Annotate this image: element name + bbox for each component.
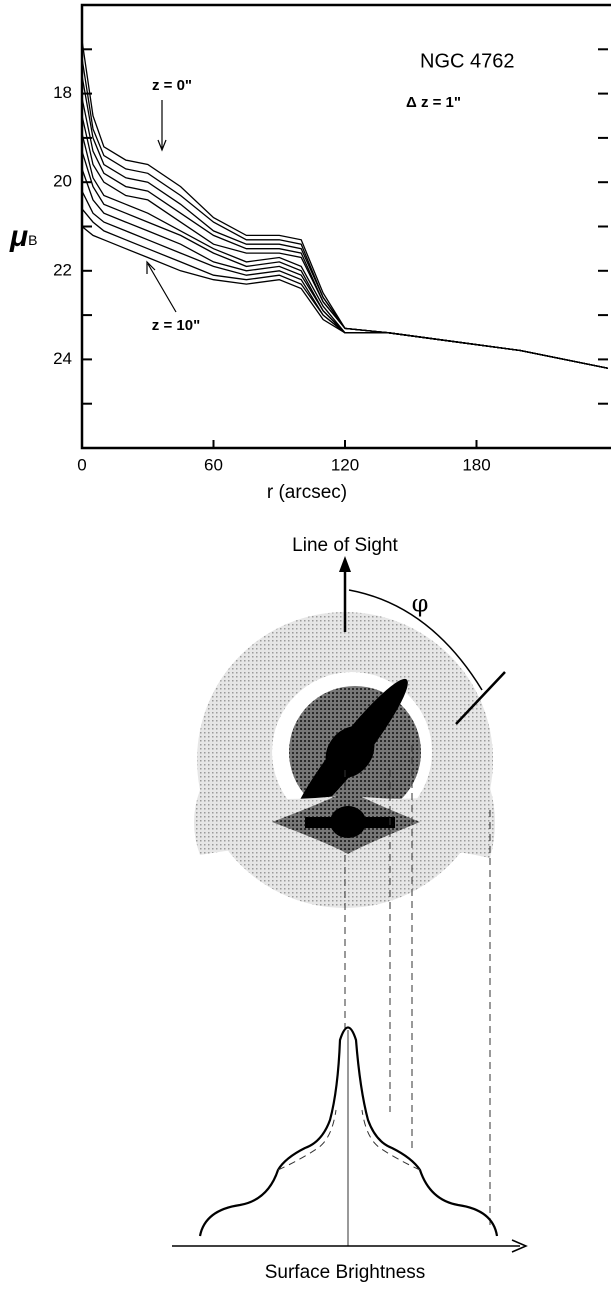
chart: 18 20 22 24 0 60 120 180 r (arcsec) μB NGC 4762 Δ z… <box>9 3 611 503</box>
line-of-sight-label: Line of Sight <box>292 535 398 556</box>
x-axis-label: r (arcsec) <box>267 482 347 503</box>
lines <box>82 40 608 369</box>
axis-label: Surface Brightness <box>265 1262 426 1283</box>
profile-curve <box>198 1026 499 1237</box>
projection-lines <box>344 745 491 1225</box>
y-tick-label: 24 <box>53 349 72 368</box>
annotation-arrow <box>146 260 177 313</box>
arrowhead <box>511 1239 528 1253</box>
annotation: Δ z = 1" <box>406 94 461 111</box>
y-axis-subscript: B <box>28 232 37 248</box>
angle-label: φ <box>412 590 429 618</box>
y-tick-label: 22 <box>53 260 72 279</box>
x-tick-label: 0 <box>77 455 86 474</box>
y-axis-symbol: μ <box>9 220 28 253</box>
profile-line <box>82 168 608 369</box>
profile-line <box>82 151 608 369</box>
profile-line <box>82 190 608 369</box>
y-axis-label: μB <box>9 220 37 253</box>
annotation: z = 10" <box>152 317 200 334</box>
view-line <box>455 671 506 725</box>
profile-line <box>82 208 608 369</box>
profile-line <box>82 225 608 369</box>
profile-dashed <box>277 1109 421 1171</box>
x-tick-label: 120 <box>331 455 359 474</box>
edge-on-bulge <box>330 806 366 838</box>
y-tick-label: 20 <box>53 172 72 191</box>
angle-arc <box>348 589 483 691</box>
annotation-arrow <box>157 100 167 152</box>
diagram: Line of Sight φ Surface Brightness <box>172 535 528 1283</box>
annotation: z = 0" <box>152 77 192 94</box>
arrowhead <box>339 556 351 572</box>
y-tick-label: 18 <box>53 83 72 102</box>
bulge <box>325 726 375 778</box>
x-tick-label: 180 <box>462 455 490 474</box>
plot-frame <box>80 3 611 450</box>
x-tick-label: 60 <box>204 455 223 474</box>
annotation: NGC 4762 <box>420 50 515 72</box>
